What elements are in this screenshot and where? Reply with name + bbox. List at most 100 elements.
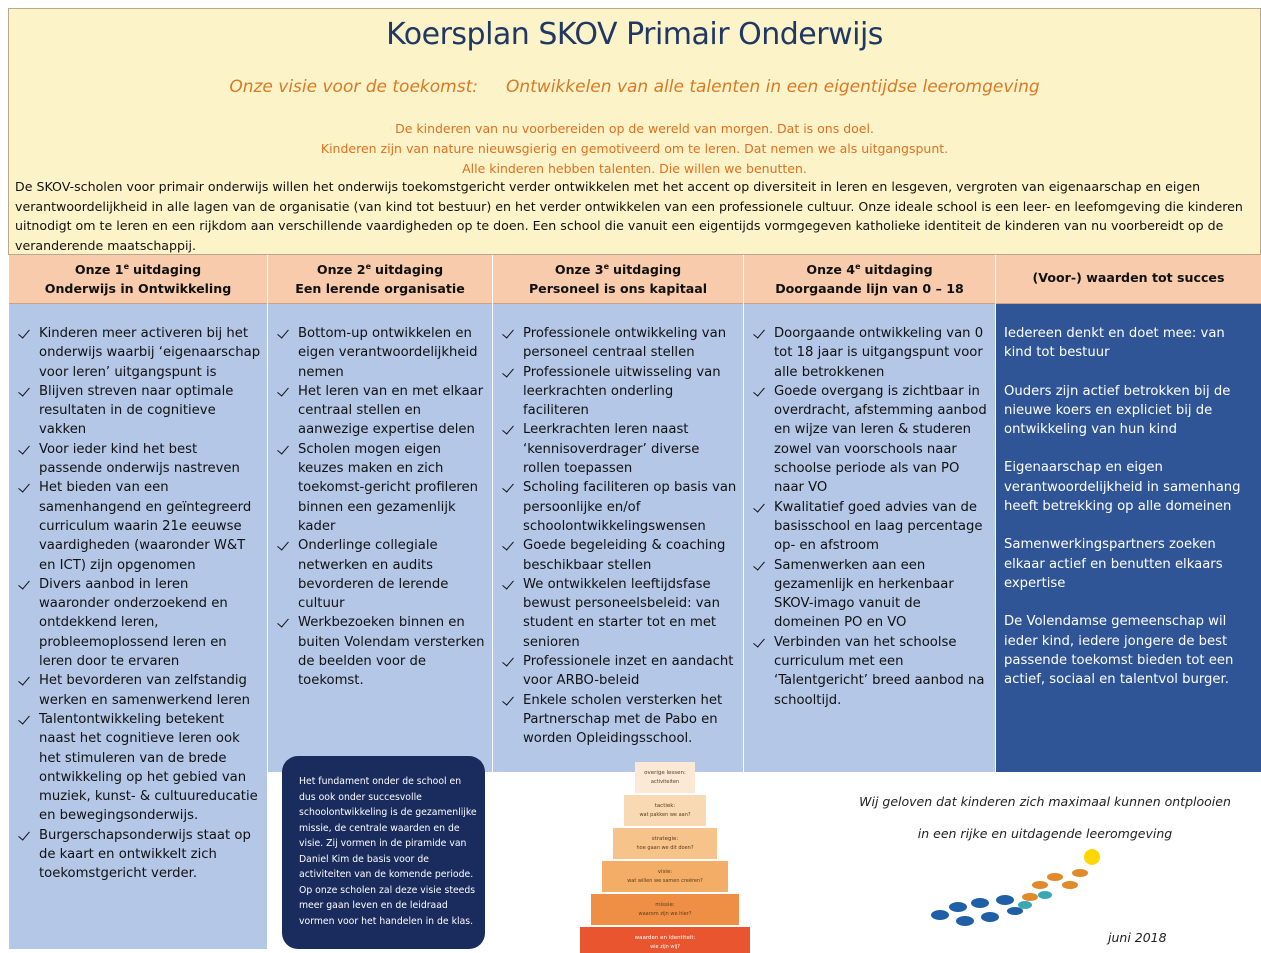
item-text: Goede overgang is zichtbaar in overdrach…: [774, 383, 987, 496]
slogans: De kinderen van nu voorbereiden op de we…: [9, 119, 1260, 179]
item-text: Enkele scholen versterken het Partnersch…: [523, 692, 723, 747]
heading-sup: e: [123, 262, 129, 271]
list-item: Talentontwikkeling betekent naast het co…: [17, 710, 261, 826]
list-item: Goede overgang is zichtbaar in overdrach…: [752, 382, 989, 498]
item-text: Werkbezoeken binnen en buiten Volendam v…: [298, 615, 485, 689]
heading-suffix: uitdaging: [133, 262, 202, 278]
heading-prefix: Onze 1: [74, 262, 124, 278]
condition: Ouders zijn actief betrokken bij de nieu…: [1004, 383, 1231, 438]
check-icon: [277, 615, 289, 629]
heading-sup: e: [855, 262, 861, 271]
list-item: Professionele uitwisseling van leerkrach…: [501, 363, 737, 421]
heading-line: Onze 2e uitdaging: [268, 257, 492, 279]
heading-prefix: Onze 2: [316, 262, 366, 278]
list-item: Samenwerken aan een gezamenlijk en herke…: [752, 556, 989, 633]
slogan: De kinderen van nu voorbereiden op de we…: [395, 121, 874, 136]
column-heading: Onze 4e uitdaging Doorgaande lijn van 0 – …: [744, 255, 995, 304]
heading-sup: e: [603, 262, 609, 271]
challenge-column: Onze 3e uitdaging Personeel is ons kapitaa…: [492, 255, 743, 772]
pyramid-text: wie zijn wij?: [650, 944, 680, 950]
pyramid-level: [624, 795, 706, 826]
heading-subtitle: Onderwijs in Ontwikkeling: [44, 281, 232, 297]
list-item: Divers aanbod in leren waaronder onderzo…: [17, 575, 261, 671]
pyramid-title: missie:: [655, 902, 675, 908]
list-item: Blijven streven naar optimale resultaten…: [17, 382, 261, 440]
list-item: Doorgaande ontwikkeling van 0 tot 18 jaa…: [752, 324, 989, 382]
column-heading: Onze 3e uitdaging Personeel is ons kapitaa…: [493, 255, 743, 304]
item-text: Divers aanbod in leren waaronder onderzo…: [39, 576, 228, 670]
item-text: Samenwerken aan een gezamenlijk en herke…: [774, 557, 954, 631]
slogan: Alle kinderen hebben talenten. Die wille…: [462, 161, 807, 176]
check-icon: [753, 500, 765, 513]
check-icon: [502, 364, 514, 378]
intro: De SKOV-scholen voor primair onderwijs w…: [15, 179, 1243, 253]
check-icon: [753, 557, 765, 571]
condition: De Volendamse gemeenschap wil ieder kind…: [1004, 614, 1234, 688]
header: Koersplan SKOV Primair Onderwijs Onze vi…: [8, 8, 1261, 255]
item-text: Het leren van en met elkaar centraal ste…: [298, 383, 484, 438]
check-icon: [502, 422, 514, 436]
check-icon: [18, 384, 30, 397]
closing: Wij geloven dat kinderen zich maximaal k…: [840, 786, 1250, 850]
check-icon: [502, 538, 514, 551]
heading-sup: e: [365, 262, 371, 271]
item-list: Bottom-up ontwikkelen en eigen verantwoo…: [276, 324, 486, 691]
check-icon: [502, 326, 514, 339]
item-text: Voor ieder kind het best passende onderw…: [39, 441, 240, 477]
list-item: Scholen mogen eigen keuzes maken en zich…: [276, 440, 486, 536]
column-body: Kinderen meer activeren bij het onderwij…: [9, 304, 267, 949]
column-heading: Onze 1e uitdaging Onderwijs in Ontwikkelin…: [9, 255, 267, 304]
pyramid-level: [602, 861, 728, 892]
title: Koersplan SKOV Primair Onderwijs: [386, 17, 883, 52]
list-item: Burgerschapsonderwijs staat op de kaart …: [17, 826, 261, 884]
list-item: Kinderen meer activeren bij het onderwij…: [17, 324, 261, 382]
conditions-column: (Voor-) waarden tot succes Iedereen denkt…: [995, 255, 1261, 772]
check-icon: [502, 692, 514, 706]
pyramid-level: [591, 894, 739, 925]
item-list: Doorgaande ontwikkeling van 0 tot 18 jaa…: [752, 324, 989, 710]
item-list: Kinderen meer activeren bij het onderwij…: [17, 324, 261, 884]
list-item: Kwalitatief goed advies van de basisscho…: [752, 498, 989, 556]
challenge-column: Onze 2e uitdaging Een lerende organisatie B…: [267, 255, 492, 772]
pyramid-level: [580, 927, 750, 953]
challenge-column: Onze 1e uitdaging Onderwijs in Ontwikkelin…: [8, 255, 267, 949]
item-text: Bottom-up ontwikkelen en eigen verantwoo…: [298, 326, 478, 380]
foundation-box: Het fundament onder de school en dus ook…: [282, 756, 485, 949]
condition: Eigenaarschap en eigen verantwoordelijkh…: [1004, 460, 1241, 515]
list-item: Professionele inzet en aandacht voor ARB…: [501, 652, 737, 691]
check-icon: [18, 712, 30, 725]
item-text: We ontwikkelen leeftijdsfase bewust pers…: [523, 576, 721, 650]
item-text: Talentontwikkeling betekent naast het co…: [39, 711, 258, 824]
item-text: Burgerschapsonderwijs staat op de kaart …: [39, 827, 251, 882]
check-icon: [18, 673, 30, 686]
list-item: Het bevorderen van zelfstandig werken en…: [17, 671, 261, 710]
check-icon: [502, 577, 514, 590]
heading-subtitle: Personeel is ons kapitaal: [528, 281, 708, 297]
vision: Onze visie voor de toekomst: Ontwikkelen …: [9, 77, 1260, 97]
check-icon: [277, 326, 289, 339]
list-item: Het bieden van een samenhangend en geïnt…: [17, 478, 261, 574]
heading-suffix: uitdaging: [864, 262, 933, 278]
item-text: Professionele uitwisseling van leerkrach…: [523, 364, 721, 419]
pyramid-level: [613, 828, 717, 859]
check-icon: [502, 480, 514, 494]
check-icon: [18, 326, 30, 339]
list-item: Werkbezoeken binnen en buiten Volendam v…: [276, 613, 486, 690]
pyramid-title: waarden en identiteit:: [635, 935, 696, 941]
check-icon: [277, 384, 289, 397]
item-text: Professionele ontwikkeling van personeel…: [523, 326, 727, 361]
check-icon: [753, 326, 765, 339]
heading-title: (Voor-) waarden tot succes: [1032, 270, 1225, 285]
item-text: Verbinden van het schoolse curriculum me…: [774, 634, 985, 708]
list-item: Verbinden van het schoolse curriculum me…: [752, 633, 989, 710]
heading-line: Onze 3e uitdaging: [493, 257, 743, 279]
vision-label: Onze visie voor de toekomst:: [229, 77, 478, 97]
heading-line: Onze 1e uitdaging: [9, 257, 267, 279]
check-icon: [277, 442, 289, 455]
closing-line: in een rijke en uitdagende leeromgeving: [917, 826, 1173, 841]
item-list: Professionele ontwikkeling van personeel…: [501, 324, 737, 749]
list-item: Goede begeleiding & coaching beschikbaar…: [501, 536, 737, 575]
pyramid-title: overige lessen:: [644, 770, 686, 776]
condition: Samenwerkingspartners zoeken elkaar acti…: [1004, 537, 1223, 591]
slogan: Kinderen zijn van nature nieuwsgierig en…: [320, 141, 949, 156]
